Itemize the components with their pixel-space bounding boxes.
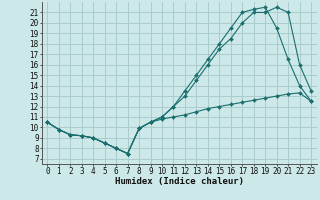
X-axis label: Humidex (Indice chaleur): Humidex (Indice chaleur) (115, 177, 244, 186)
